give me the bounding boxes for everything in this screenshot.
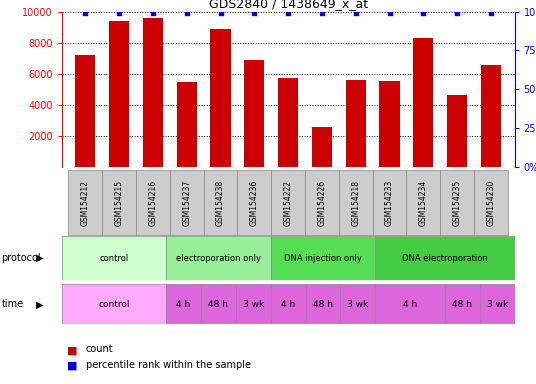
FancyBboxPatch shape — [406, 170, 440, 235]
Text: GSM154222: GSM154222 — [284, 180, 293, 225]
Bar — [109, 21, 129, 167]
Text: DNA electroporation: DNA electroporation — [402, 254, 488, 263]
Text: 4 h: 4 h — [403, 300, 417, 309]
Point — [453, 10, 461, 16]
FancyBboxPatch shape — [271, 170, 305, 235]
Text: GSM154237: GSM154237 — [182, 179, 191, 226]
Text: 48 h: 48 h — [313, 300, 333, 309]
Bar — [176, 81, 197, 167]
Text: GSM154233: GSM154233 — [385, 179, 394, 226]
FancyBboxPatch shape — [306, 284, 340, 324]
FancyBboxPatch shape — [271, 236, 375, 280]
Text: GSM154226: GSM154226 — [317, 179, 326, 226]
Text: percentile rank within the sample: percentile rank within the sample — [86, 360, 251, 370]
FancyBboxPatch shape — [102, 170, 136, 235]
Text: ■: ■ — [67, 345, 78, 355]
FancyBboxPatch shape — [201, 284, 236, 324]
Bar — [210, 29, 230, 167]
Bar — [346, 80, 366, 167]
FancyBboxPatch shape — [305, 170, 339, 235]
FancyBboxPatch shape — [373, 170, 406, 235]
FancyBboxPatch shape — [166, 284, 201, 324]
Text: 48 h: 48 h — [452, 300, 472, 309]
Bar — [481, 65, 501, 167]
Point — [385, 10, 394, 16]
FancyBboxPatch shape — [236, 284, 271, 324]
FancyBboxPatch shape — [480, 284, 515, 324]
Point — [487, 10, 495, 16]
Text: GSM154236: GSM154236 — [250, 179, 259, 226]
Text: GSM154212: GSM154212 — [81, 180, 90, 225]
FancyBboxPatch shape — [62, 284, 166, 324]
Text: GSM154238: GSM154238 — [216, 179, 225, 226]
Text: GSM154230: GSM154230 — [486, 179, 495, 226]
Text: 3 wk: 3 wk — [487, 300, 508, 309]
Point — [148, 10, 157, 16]
Point — [250, 10, 258, 16]
FancyBboxPatch shape — [440, 170, 474, 235]
Text: control: control — [99, 254, 129, 263]
FancyBboxPatch shape — [204, 170, 237, 235]
Bar — [447, 95, 467, 167]
Point — [318, 10, 326, 16]
FancyBboxPatch shape — [271, 284, 306, 324]
Point — [284, 10, 293, 16]
Text: electroporation only: electroporation only — [176, 254, 261, 263]
FancyBboxPatch shape — [339, 170, 373, 235]
Text: 4 h: 4 h — [176, 300, 191, 309]
Point — [216, 10, 225, 16]
Text: ▶: ▶ — [36, 299, 43, 310]
Text: protocol: protocol — [2, 253, 41, 263]
Text: DNA injection only: DNA injection only — [284, 254, 362, 263]
Text: GSM154235: GSM154235 — [452, 179, 461, 226]
Point — [352, 10, 360, 16]
FancyBboxPatch shape — [474, 170, 508, 235]
Bar — [312, 127, 332, 167]
Text: GSM154216: GSM154216 — [148, 179, 158, 226]
Text: 4 h: 4 h — [281, 300, 295, 309]
Bar — [413, 38, 434, 167]
Text: 3 wk: 3 wk — [347, 300, 368, 309]
Point — [115, 10, 123, 16]
FancyBboxPatch shape — [170, 170, 204, 235]
FancyBboxPatch shape — [166, 236, 271, 280]
FancyBboxPatch shape — [445, 284, 480, 324]
FancyBboxPatch shape — [62, 236, 166, 280]
FancyBboxPatch shape — [340, 284, 375, 324]
Point — [182, 10, 191, 16]
Text: GSM154218: GSM154218 — [351, 180, 360, 225]
Text: ▶: ▶ — [36, 253, 43, 263]
Bar — [143, 18, 163, 167]
Point — [419, 10, 428, 16]
Text: ■: ■ — [67, 361, 78, 371]
FancyBboxPatch shape — [136, 170, 170, 235]
FancyBboxPatch shape — [375, 236, 515, 280]
Text: time: time — [2, 299, 24, 310]
Text: 3 wk: 3 wk — [243, 300, 264, 309]
Title: GDS2840 / 1438649_x_at: GDS2840 / 1438649_x_at — [209, 0, 368, 10]
Bar — [379, 81, 400, 167]
Text: GSM154234: GSM154234 — [419, 179, 428, 226]
FancyBboxPatch shape — [237, 170, 271, 235]
Text: count: count — [86, 344, 114, 354]
Bar — [278, 78, 298, 167]
FancyBboxPatch shape — [69, 170, 102, 235]
Text: GSM154215: GSM154215 — [115, 179, 124, 226]
FancyBboxPatch shape — [375, 284, 445, 324]
Point — [81, 10, 90, 16]
Bar — [75, 55, 95, 167]
Text: control: control — [98, 300, 130, 309]
Text: 48 h: 48 h — [209, 300, 228, 309]
Bar — [244, 60, 264, 167]
